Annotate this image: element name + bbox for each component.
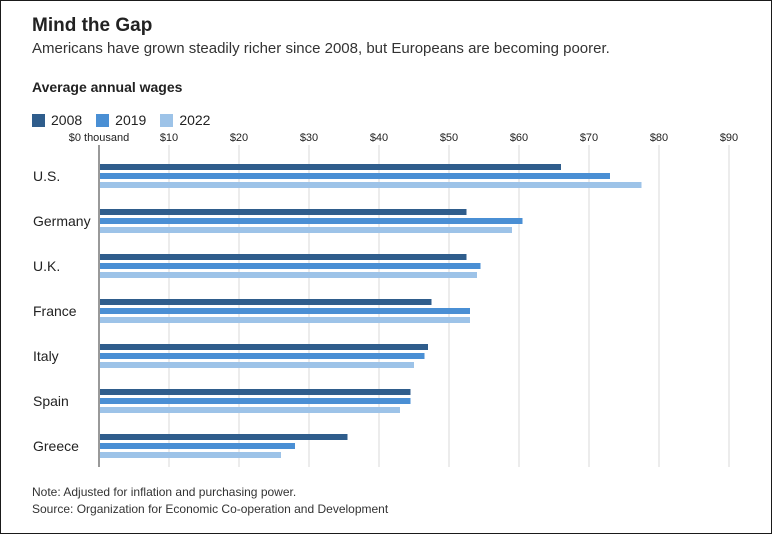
x-tick-label-50: $50 bbox=[440, 132, 458, 144]
legend-label-2019: 2019 bbox=[115, 112, 147, 128]
bar-2008-4 bbox=[100, 344, 428, 350]
x-tick-label-40: $40 bbox=[370, 132, 388, 144]
bar-2019-1 bbox=[100, 218, 523, 224]
legend-swatch-2022 bbox=[160, 113, 174, 127]
bar-2008-0 bbox=[100, 164, 561, 170]
chart-notes: Note: Adjusted for inflation and purchas… bbox=[32, 484, 388, 518]
x-tick-label-20: $20 bbox=[230, 132, 248, 144]
x-tick-label-80: $80 bbox=[650, 132, 668, 144]
chart-subtitle: Americans have grown steadily richer sin… bbox=[32, 40, 610, 57]
bar-2008-1 bbox=[100, 209, 467, 215]
legend: 2008 2019 2022 bbox=[32, 112, 210, 128]
legend-swatch-2019 bbox=[96, 113, 110, 127]
bar-2022-4 bbox=[100, 362, 414, 368]
category-label-4: Italy bbox=[33, 348, 59, 364]
category-label-3: France bbox=[33, 303, 77, 319]
legend-item-2008: 2008 bbox=[32, 112, 82, 128]
bar-2022-0 bbox=[100, 182, 642, 188]
category-label-0: U.S. bbox=[33, 168, 60, 184]
bar-2019-5 bbox=[100, 398, 411, 404]
x-tick-label-10: $10 bbox=[160, 132, 178, 144]
legend-label-2008: 2008 bbox=[51, 112, 83, 128]
bar-2019-3 bbox=[100, 308, 470, 314]
chart-section-label: Average annual wages bbox=[32, 79, 183, 95]
x-tick-label-90: $90 bbox=[720, 132, 738, 144]
legend-item-2022: 2022 bbox=[160, 112, 210, 128]
bar-chart: $0 thousand $10 $20 $30 $40 $50 $60 $70 $80 $90 U.… bbox=[33, 132, 738, 467]
note-text: Note: Adjusted for inflation and purchas… bbox=[32, 485, 297, 499]
legend-item-2019: 2019 bbox=[96, 112, 146, 128]
bar-2019-2 bbox=[100, 263, 481, 269]
bar-2008-5 bbox=[100, 389, 411, 395]
legend-swatch-2008 bbox=[32, 113, 45, 127]
category-label-1: Germany bbox=[33, 213, 91, 229]
x-tick-label-70: $70 bbox=[580, 132, 598, 144]
bar-2019-6 bbox=[100, 443, 295, 449]
bar-2008-2 bbox=[100, 254, 467, 260]
bar-2022-1 bbox=[100, 227, 512, 233]
bar-2008-6 bbox=[100, 434, 348, 440]
x-tick-label-0: $0 thousand bbox=[69, 132, 130, 144]
category-label-2: U.K. bbox=[33, 258, 60, 274]
source-text: Source: Organization for Economic Co-ope… bbox=[32, 502, 389, 516]
bar-2019-0 bbox=[100, 173, 610, 179]
bar-2022-6 bbox=[100, 452, 281, 458]
category-label-6: Greece bbox=[33, 438, 79, 454]
x-tick-label-30: $30 bbox=[300, 132, 318, 144]
bar-2022-5 bbox=[100, 407, 400, 413]
x-tick-label-60: $60 bbox=[510, 132, 528, 144]
bar-2019-4 bbox=[100, 353, 425, 359]
bar-2022-2 bbox=[100, 272, 477, 278]
bar-2022-3 bbox=[100, 317, 470, 323]
chart-title: Mind the Gap bbox=[32, 15, 153, 36]
category-label-5: Spain bbox=[33, 393, 69, 409]
bar-2008-3 bbox=[100, 299, 432, 305]
legend-label-2022: 2022 bbox=[179, 112, 211, 128]
